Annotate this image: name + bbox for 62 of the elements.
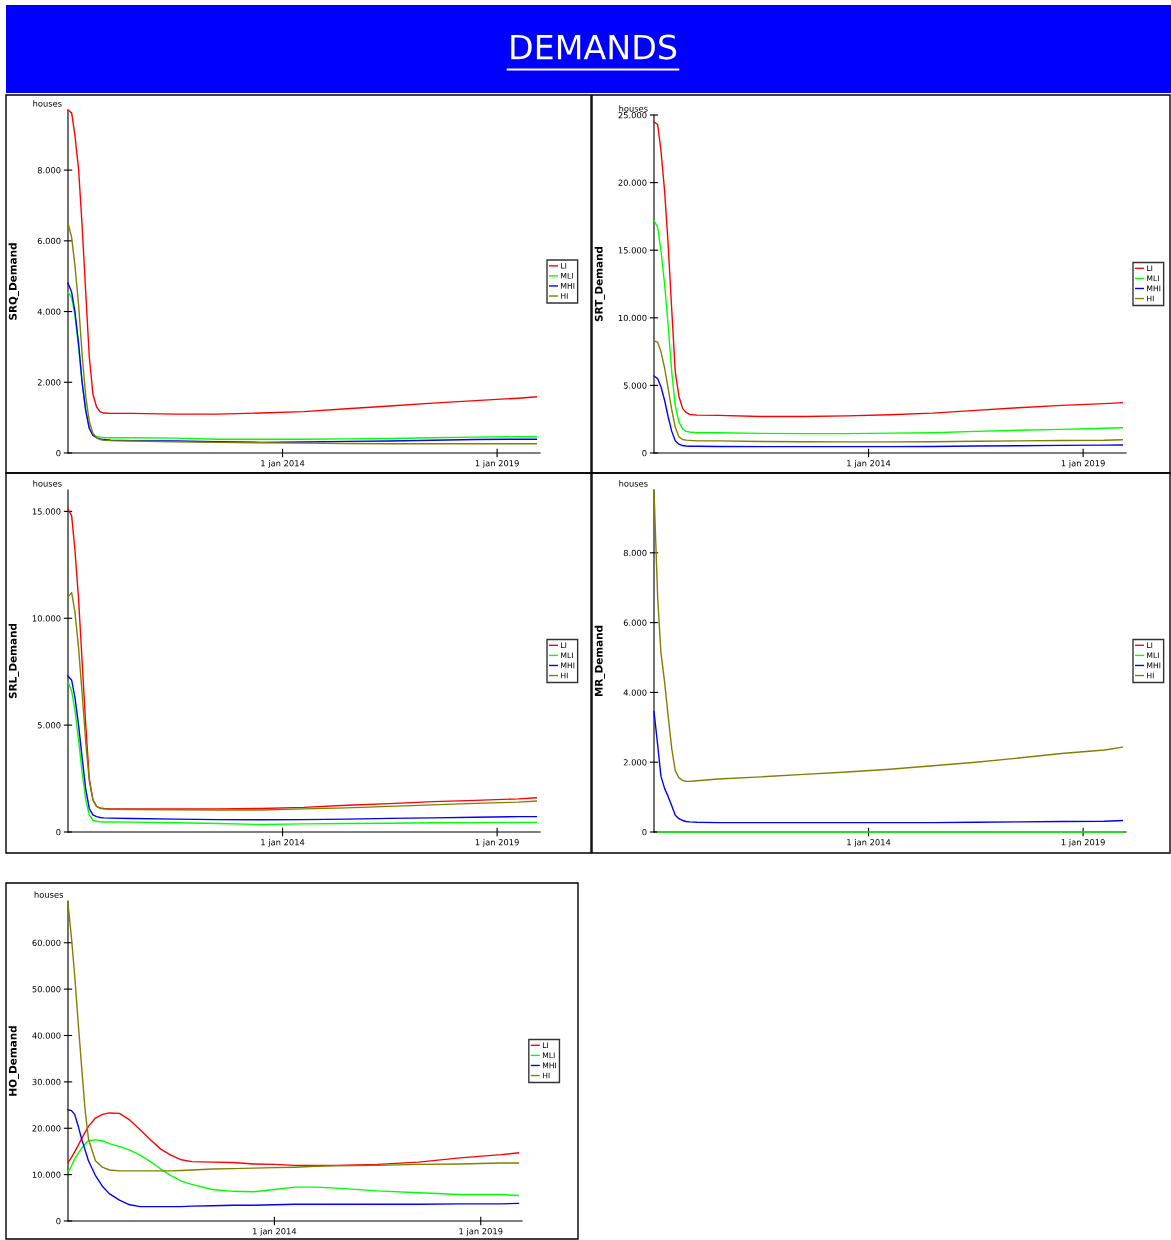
x-tick-label: 1 jan 2014 (847, 838, 891, 848)
text: houses (33, 100, 62, 107)
y-tick-label: 0 (642, 828, 647, 836)
y-tick-label: 6.000 (623, 619, 647, 626)
y-tick-label: 0 (642, 449, 647, 457)
y-tick-label: 30.000 (32, 1078, 61, 1086)
y-axis-title: SRL_Demand (8, 623, 19, 699)
y-axis-title: SRQ_Demand (8, 243, 19, 320)
text: houses (34, 891, 64, 898)
y-tick-label: 15.000 (32, 508, 61, 515)
x-tick-label: 1 jan 2014 (253, 1227, 297, 1237)
line-series (67, 1112, 520, 1167)
line-series (67, 222, 538, 445)
line-series (67, 1139, 520, 1197)
y-tick-label: 8.000 (623, 549, 647, 557)
y-tick-label: 2.000 (623, 759, 647, 766)
line-series (67, 109, 538, 415)
text: houses (33, 480, 62, 487)
y-tick-label: 5.000 (37, 722, 61, 729)
x-tick-label: 1 jan 2019 (1061, 459, 1105, 469)
y-tick-label: 0 (56, 449, 61, 457)
line-series (67, 508, 538, 810)
y-tick-label: 20.000 (32, 1125, 61, 1132)
x-tick-label: 1 jan 2019 (1061, 838, 1105, 848)
y-axis-title: SRT_Demand (594, 246, 605, 322)
text: houses (619, 105, 648, 112)
y-tick-label: 8.000 (37, 167, 61, 174)
text: houses (619, 480, 648, 487)
y-tick-label: 60.000 (32, 939, 61, 947)
y-tick-label: 2.000 (37, 379, 61, 386)
y-tick-label: 4.000 (623, 689, 647, 696)
line-series (653, 121, 1124, 418)
y-tick-label: 5.000 (623, 382, 647, 389)
line-series (653, 489, 1124, 783)
x-tick-label: 1 jan 2019 (475, 838, 519, 848)
line-series (67, 1109, 520, 1208)
line-series (653, 340, 1124, 443)
y-tick-label: 25.000 (618, 111, 647, 119)
x-tick-label: 1 jan 2014 (261, 459, 305, 469)
y-tick-label: 10.000 (32, 1171, 61, 1178)
x-tick-label: 1 jan 2014 (847, 459, 891, 469)
x-tick-label: 1 jan 2014 (261, 838, 305, 848)
line-series (67, 902, 520, 1172)
line-series (653, 710, 1124, 824)
y-tick-label: 10.000 (32, 615, 61, 622)
line-series (653, 219, 1124, 435)
line-series (67, 591, 538, 811)
y-tick-label: 0 (56, 828, 61, 836)
y-tick-label: 0 (56, 1217, 61, 1225)
y-tick-label: 15.000 (618, 247, 647, 254)
x-tick-label: 1 jan 2019 (475, 459, 519, 469)
y-axis-title: MR_Demand (594, 625, 605, 697)
line-series (653, 375, 1124, 448)
chart-title: DEMANDS (511, 34, 677, 60)
y-axis-title: HO_Demand (8, 1026, 19, 1096)
y-tick-label: 10.000 (618, 314, 647, 322)
y-tick-label: 6.000 (37, 237, 61, 245)
y-tick-label: 4.000 (37, 308, 61, 315)
y-tick-label: 20.000 (618, 179, 647, 186)
x-tick-label: 1 jan 2019 (459, 1227, 503, 1237)
y-tick-label: 40.000 (32, 1032, 61, 1039)
y-tick-label: 50.000 (32, 986, 61, 993)
